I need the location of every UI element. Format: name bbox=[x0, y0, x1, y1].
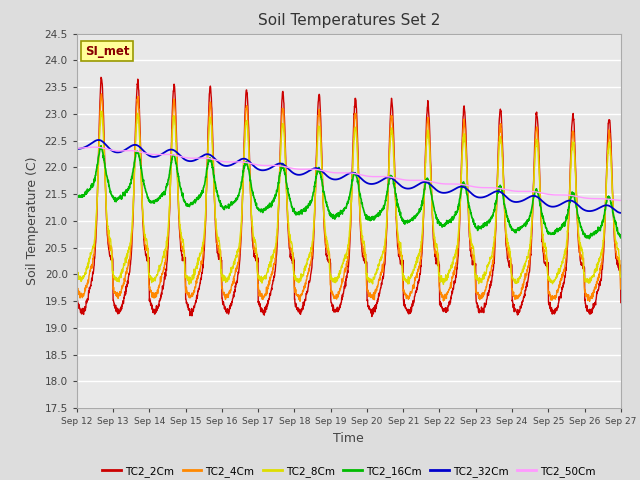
TC2_32Cm bbox=[95, 137, 102, 143]
TC2_50Cm bbox=[90, 144, 98, 150]
TC2_8Cm bbox=[584, 279, 592, 285]
TC2_16Cm bbox=[584, 233, 592, 239]
TC2_16Cm bbox=[617, 235, 625, 240]
TC2_50Cm bbox=[569, 193, 577, 199]
Line: TC2_8Cm: TC2_8Cm bbox=[77, 111, 621, 285]
Y-axis label: Soil Temperature (C): Soil Temperature (C) bbox=[26, 156, 39, 285]
TC2_16Cm bbox=[586, 236, 593, 241]
TC2_8Cm bbox=[617, 275, 625, 280]
TC2_2Cm bbox=[368, 313, 376, 319]
TC2_2Cm bbox=[570, 110, 577, 116]
TC2_2Cm bbox=[508, 261, 515, 267]
TC2_32Cm bbox=[365, 180, 372, 186]
TC2_8Cm bbox=[225, 277, 232, 283]
TC2_16Cm bbox=[97, 143, 105, 149]
TC2_4Cm bbox=[586, 299, 593, 304]
TC2_8Cm bbox=[440, 282, 447, 288]
TC2_4Cm bbox=[507, 256, 515, 262]
Line: TC2_32Cm: TC2_32Cm bbox=[77, 140, 621, 213]
TC2_32Cm bbox=[225, 163, 232, 168]
Line: TC2_4Cm: TC2_4Cm bbox=[77, 94, 621, 301]
TC2_4Cm bbox=[365, 290, 372, 296]
TC2_16Cm bbox=[73, 193, 81, 199]
X-axis label: Time: Time bbox=[333, 432, 364, 444]
TC2_8Cm bbox=[508, 270, 515, 276]
TC2_50Cm bbox=[376, 174, 384, 180]
TC2_8Cm bbox=[97, 108, 105, 114]
TC2_2Cm bbox=[73, 293, 81, 299]
Line: TC2_50Cm: TC2_50Cm bbox=[77, 147, 621, 201]
TC2_8Cm bbox=[376, 258, 384, 264]
TC2_4Cm bbox=[569, 128, 577, 134]
Text: SI_met: SI_met bbox=[85, 45, 129, 58]
TC2_2Cm bbox=[377, 285, 385, 291]
TC2_32Cm bbox=[376, 178, 384, 184]
TC2_32Cm bbox=[507, 198, 515, 204]
TC2_8Cm bbox=[365, 275, 372, 281]
TC2_2Cm bbox=[225, 311, 232, 316]
TC2_50Cm bbox=[225, 159, 232, 165]
TC2_4Cm bbox=[584, 295, 592, 301]
TC2_32Cm bbox=[73, 146, 81, 152]
TC2_50Cm bbox=[617, 198, 625, 204]
TC2_32Cm bbox=[617, 210, 625, 216]
TC2_16Cm bbox=[225, 203, 232, 209]
TC2_50Cm bbox=[73, 145, 81, 151]
Legend: TC2_2Cm, TC2_4Cm, TC2_8Cm, TC2_16Cm, TC2_32Cm, TC2_50Cm: TC2_2Cm, TC2_4Cm, TC2_8Cm, TC2_16Cm, TC2… bbox=[98, 462, 600, 480]
TC2_8Cm bbox=[570, 139, 577, 145]
TC2_2Cm bbox=[365, 304, 372, 310]
Line: TC2_16Cm: TC2_16Cm bbox=[77, 146, 621, 239]
TC2_4Cm bbox=[376, 271, 384, 276]
TC2_2Cm bbox=[97, 74, 105, 80]
TC2_4Cm bbox=[98, 91, 106, 97]
TC2_50Cm bbox=[507, 188, 515, 193]
TC2_50Cm bbox=[365, 173, 372, 179]
TC2_4Cm bbox=[225, 291, 232, 297]
TC2_50Cm bbox=[584, 195, 592, 201]
Line: TC2_2Cm: TC2_2Cm bbox=[77, 77, 621, 316]
TC2_8Cm bbox=[73, 273, 81, 278]
TC2_4Cm bbox=[73, 283, 81, 288]
TC2_4Cm bbox=[617, 286, 625, 292]
Title: Soil Temperatures Set 2: Soil Temperatures Set 2 bbox=[258, 13, 440, 28]
TC2_16Cm bbox=[507, 223, 515, 229]
TC2_16Cm bbox=[569, 192, 577, 197]
TC2_32Cm bbox=[569, 198, 577, 204]
TC2_32Cm bbox=[584, 208, 592, 214]
TC2_2Cm bbox=[617, 300, 625, 305]
TC2_16Cm bbox=[365, 216, 372, 221]
TC2_2Cm bbox=[584, 307, 592, 313]
TC2_16Cm bbox=[376, 208, 384, 214]
